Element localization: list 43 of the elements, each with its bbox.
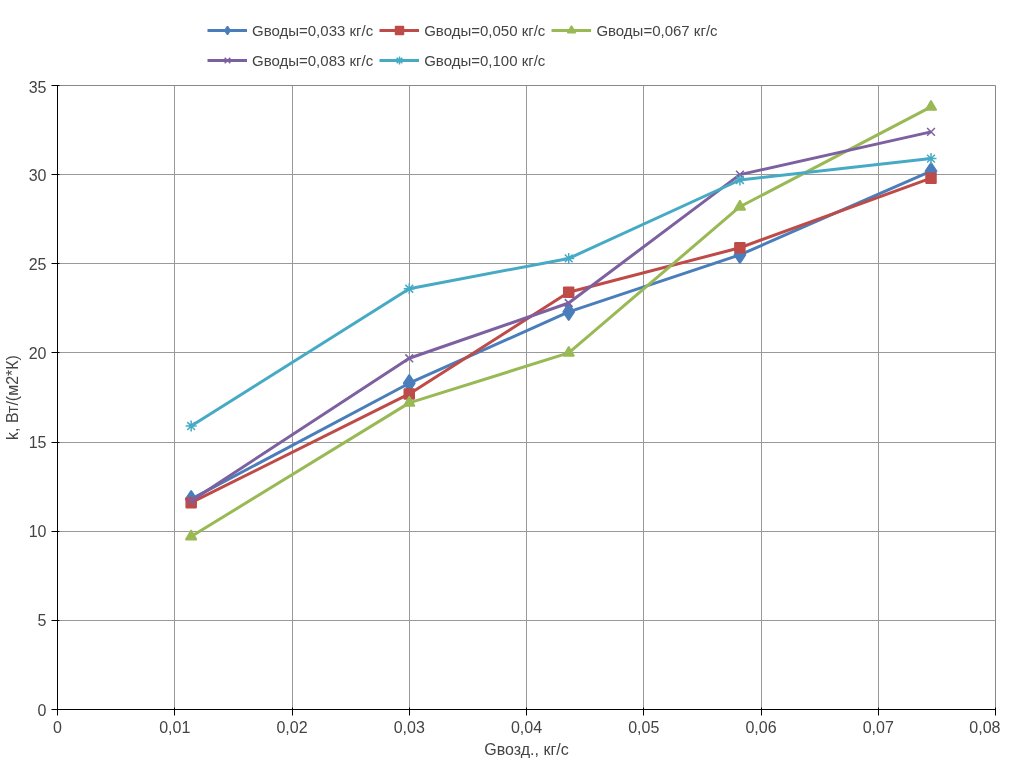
x-tick-label: 0 [53, 718, 63, 736]
point [562, 286, 575, 299]
x-axis-title: Gвозд., кг/с [484, 740, 569, 758]
y-tick-label: 0 [37, 701, 47, 719]
x-tick-label: 0,04 [510, 718, 543, 736]
point [403, 388, 415, 400]
point [184, 529, 198, 541]
point [733, 173, 747, 187]
point [564, 298, 574, 308]
x-tick-label: 0,03 [393, 718, 425, 736]
legend-label: Gводы=0,083 кг/с [252, 51, 374, 69]
y-tick-label: 25 [28, 255, 47, 273]
y-tick-label: 10 [28, 523, 47, 541]
point [562, 302, 576, 322]
y-axis-title: k, Вт/(м2*К) [3, 355, 21, 440]
y-tick-label: 35 [28, 78, 47, 96]
legend-label: Gводы=0,033 кг/с [252, 21, 374, 39]
point [926, 127, 936, 137]
x-tick-label: 0,08 [969, 718, 1001, 736]
y-tick-label: 30 [28, 166, 47, 184]
x-tick-label: 0,07 [862, 718, 894, 736]
x-tick-label: 0,01 [159, 718, 191, 736]
legend-label: Gводы=0,050 кг/с [424, 21, 546, 39]
y-tick-label: 15 [28, 434, 47, 452]
point [403, 395, 416, 407]
point [924, 152, 938, 165]
point [184, 419, 198, 433]
point [924, 99, 938, 111]
legend-label: Gводы=0,067 кг/с [596, 21, 718, 39]
point [925, 172, 937, 184]
x-tick-label: 0,02 [276, 718, 308, 736]
point [733, 199, 747, 211]
point [734, 241, 746, 254]
legend-label: Gводы=0,100 кг/с [424, 51, 546, 69]
point [562, 252, 575, 265]
y-tick-label: 5 [37, 612, 47, 630]
x-tick-label: 0,05 [628, 718, 660, 736]
point [404, 353, 414, 363]
point [403, 282, 416, 295]
point [562, 345, 575, 357]
x-tick-label: 0,06 [745, 718, 777, 736]
y-tick-label: 20 [28, 344, 47, 362]
point [735, 170, 745, 180]
